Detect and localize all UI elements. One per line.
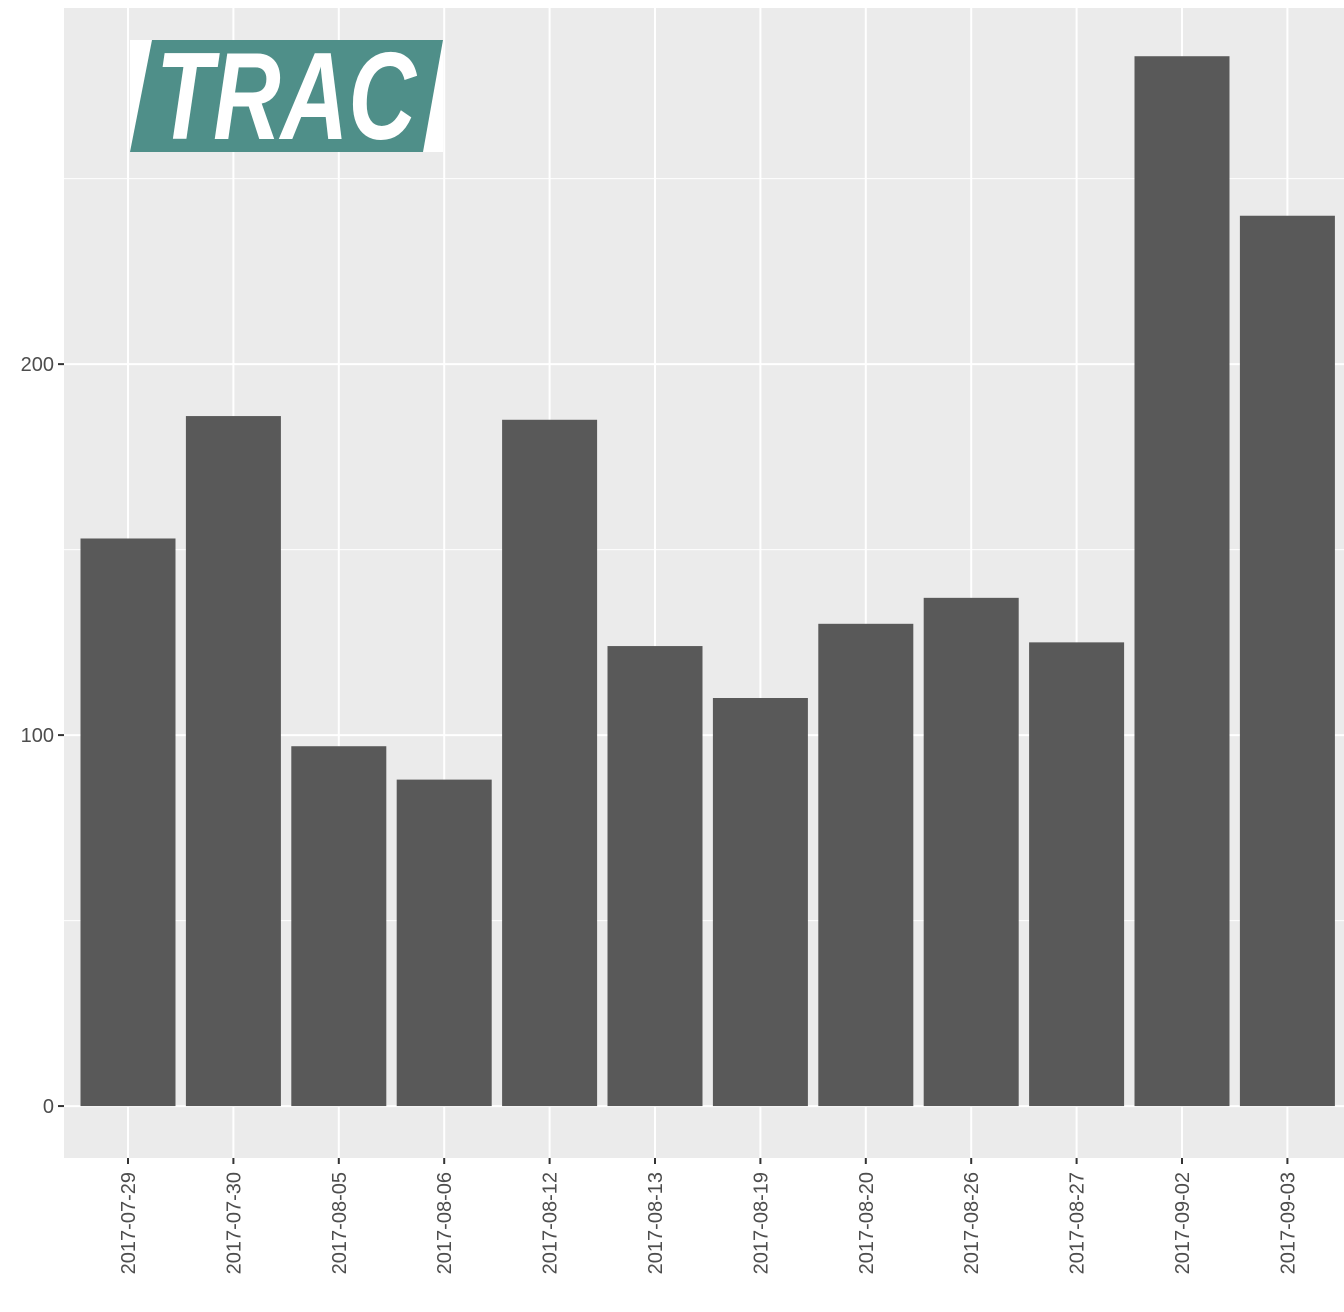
- x-tick-label: 2017-07-29: [118, 1172, 140, 1274]
- bar: [80, 538, 176, 1107]
- x-tick-label: 2017-08-13: [645, 1172, 667, 1274]
- x-tick-label: 2017-09-03: [1277, 1172, 1299, 1274]
- y-tick-label: 200: [21, 354, 54, 376]
- x-tick-label: 2017-08-06: [434, 1172, 456, 1274]
- logo-text: TRAC: [156, 28, 417, 166]
- bar: [502, 419, 598, 1107]
- bar: [291, 746, 387, 1107]
- bar: [1029, 642, 1125, 1107]
- x-tick-label: 2017-08-19: [750, 1172, 772, 1274]
- x-tick-label: 2017-08-20: [856, 1172, 878, 1274]
- bar: [1134, 56, 1230, 1107]
- bar: [185, 416, 281, 1107]
- bar: [818, 623, 914, 1107]
- x-tick-label: 2017-08-26: [961, 1172, 983, 1274]
- bar: [1239, 215, 1335, 1107]
- bars: [80, 56, 1335, 1107]
- y-tick-label: 0: [43, 1096, 54, 1118]
- x-tick-label: 2017-08-27: [1067, 1172, 1089, 1274]
- y-tick-label: 100: [21, 725, 54, 747]
- x-tick-label: 2017-07-30: [223, 1172, 245, 1274]
- x-tick-label: 2017-08-05: [329, 1172, 351, 1274]
- bar: [607, 646, 703, 1107]
- x-axis: 2017-07-29 2017-07-30 2017-08-05 2017-08-06…: [118, 1158, 1299, 1274]
- x-tick-label: 2017-09-02: [1172, 1172, 1194, 1274]
- trac-logo: TRAC: [130, 28, 443, 166]
- bar: [396, 779, 492, 1107]
- bar: [712, 698, 808, 1107]
- x-tick-label: 2017-08-12: [540, 1172, 562, 1274]
- bar: [923, 597, 1019, 1107]
- y-axis: 0 100 200: [21, 354, 64, 1118]
